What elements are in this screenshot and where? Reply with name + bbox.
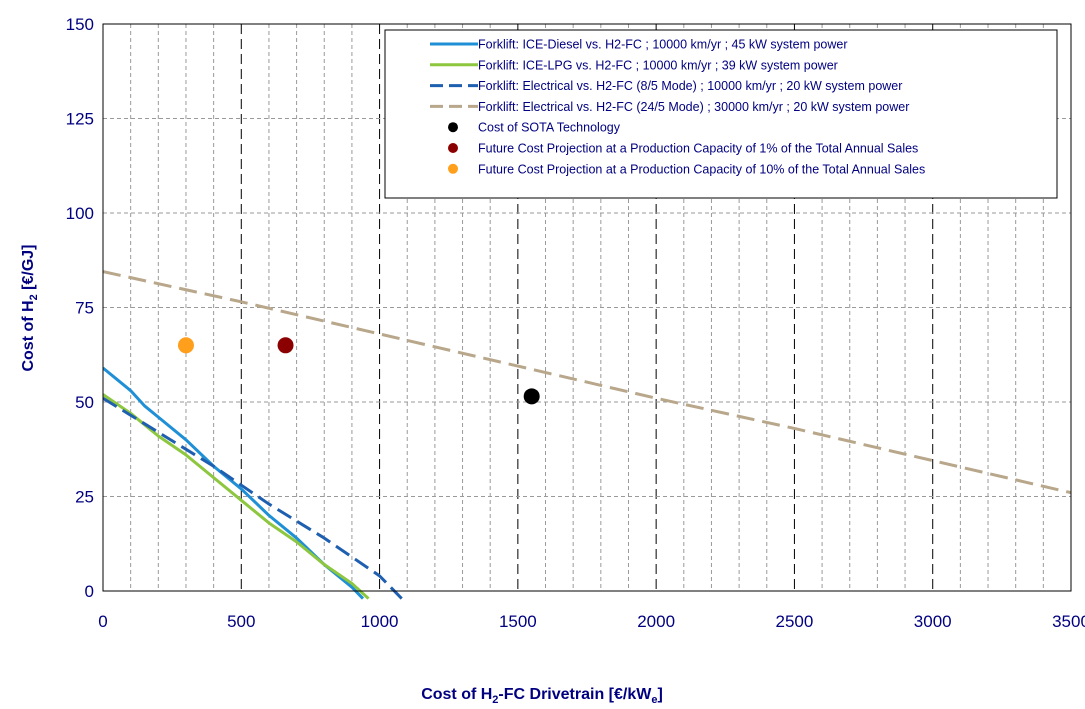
x-tick-label: 2500 [776, 612, 814, 631]
y-tick-label: 75 [75, 299, 94, 318]
legend-entry-4: Forklift: Electrical vs. H2-FC (24/5 Mod… [478, 100, 909, 114]
x-tick-label: 2000 [637, 612, 675, 631]
y-axis-title: Cost of H2 [€/GJ] [20, 244, 40, 371]
y-tick-label: 25 [75, 488, 94, 507]
series-line-3 [103, 396, 403, 600]
series-point-7 [177, 337, 194, 354]
legend-entry-2: Forklift: ICE-LPG vs. H2-FC ; 10000 km/y… [478, 58, 838, 72]
x-tick-label: 1500 [499, 612, 537, 631]
legend-swatch-6 [448, 143, 458, 153]
x-axis-title: Cost of H2-FC Drivetrain [€/kWe] [421, 686, 663, 706]
series-point-5 [523, 388, 540, 405]
plot-frame [102, 23, 1072, 592]
legend-swatch-7 [448, 163, 458, 174]
legend-entry-7: Future Cost Projection at a Production C… [478, 162, 925, 176]
y-tick-label: 125 [66, 110, 94, 129]
series-clip-group [103, 270, 1071, 600]
x-tick-label: 3000 [914, 612, 952, 631]
series-layer [103, 270, 1071, 600]
legend-entry-1: Forklift: ICE-Diesel vs. H2-FC ; 10000 k… [478, 38, 848, 52]
legend-entry-5: Cost of SOTA Technology [478, 121, 621, 135]
x-tick-label: 0 [98, 612, 107, 631]
x-tick-label: 1000 [361, 612, 399, 631]
legend-swatch-5 [448, 122, 458, 133]
series-point-6 [277, 337, 294, 354]
y-tick-label: 50 [75, 393, 94, 412]
y-tick-label: 0 [85, 582, 94, 601]
legend-box [384, 29, 1058, 199]
y-tick-label: 150 [66, 15, 94, 34]
legend-entry-6: Future Cost Projection at a Production C… [478, 142, 918, 156]
legend: Forklift: ICE-Diesel vs. H2-FC ; 10000 k… [384, 29, 1058, 199]
y-tick-label: 100 [66, 204, 94, 223]
legend-entry-3: Forklift: Electrical vs. H2-FC (8/5 Mode… [478, 79, 902, 93]
x-tick-label: 500 [227, 612, 255, 631]
series-line-4 [103, 270, 1071, 495]
